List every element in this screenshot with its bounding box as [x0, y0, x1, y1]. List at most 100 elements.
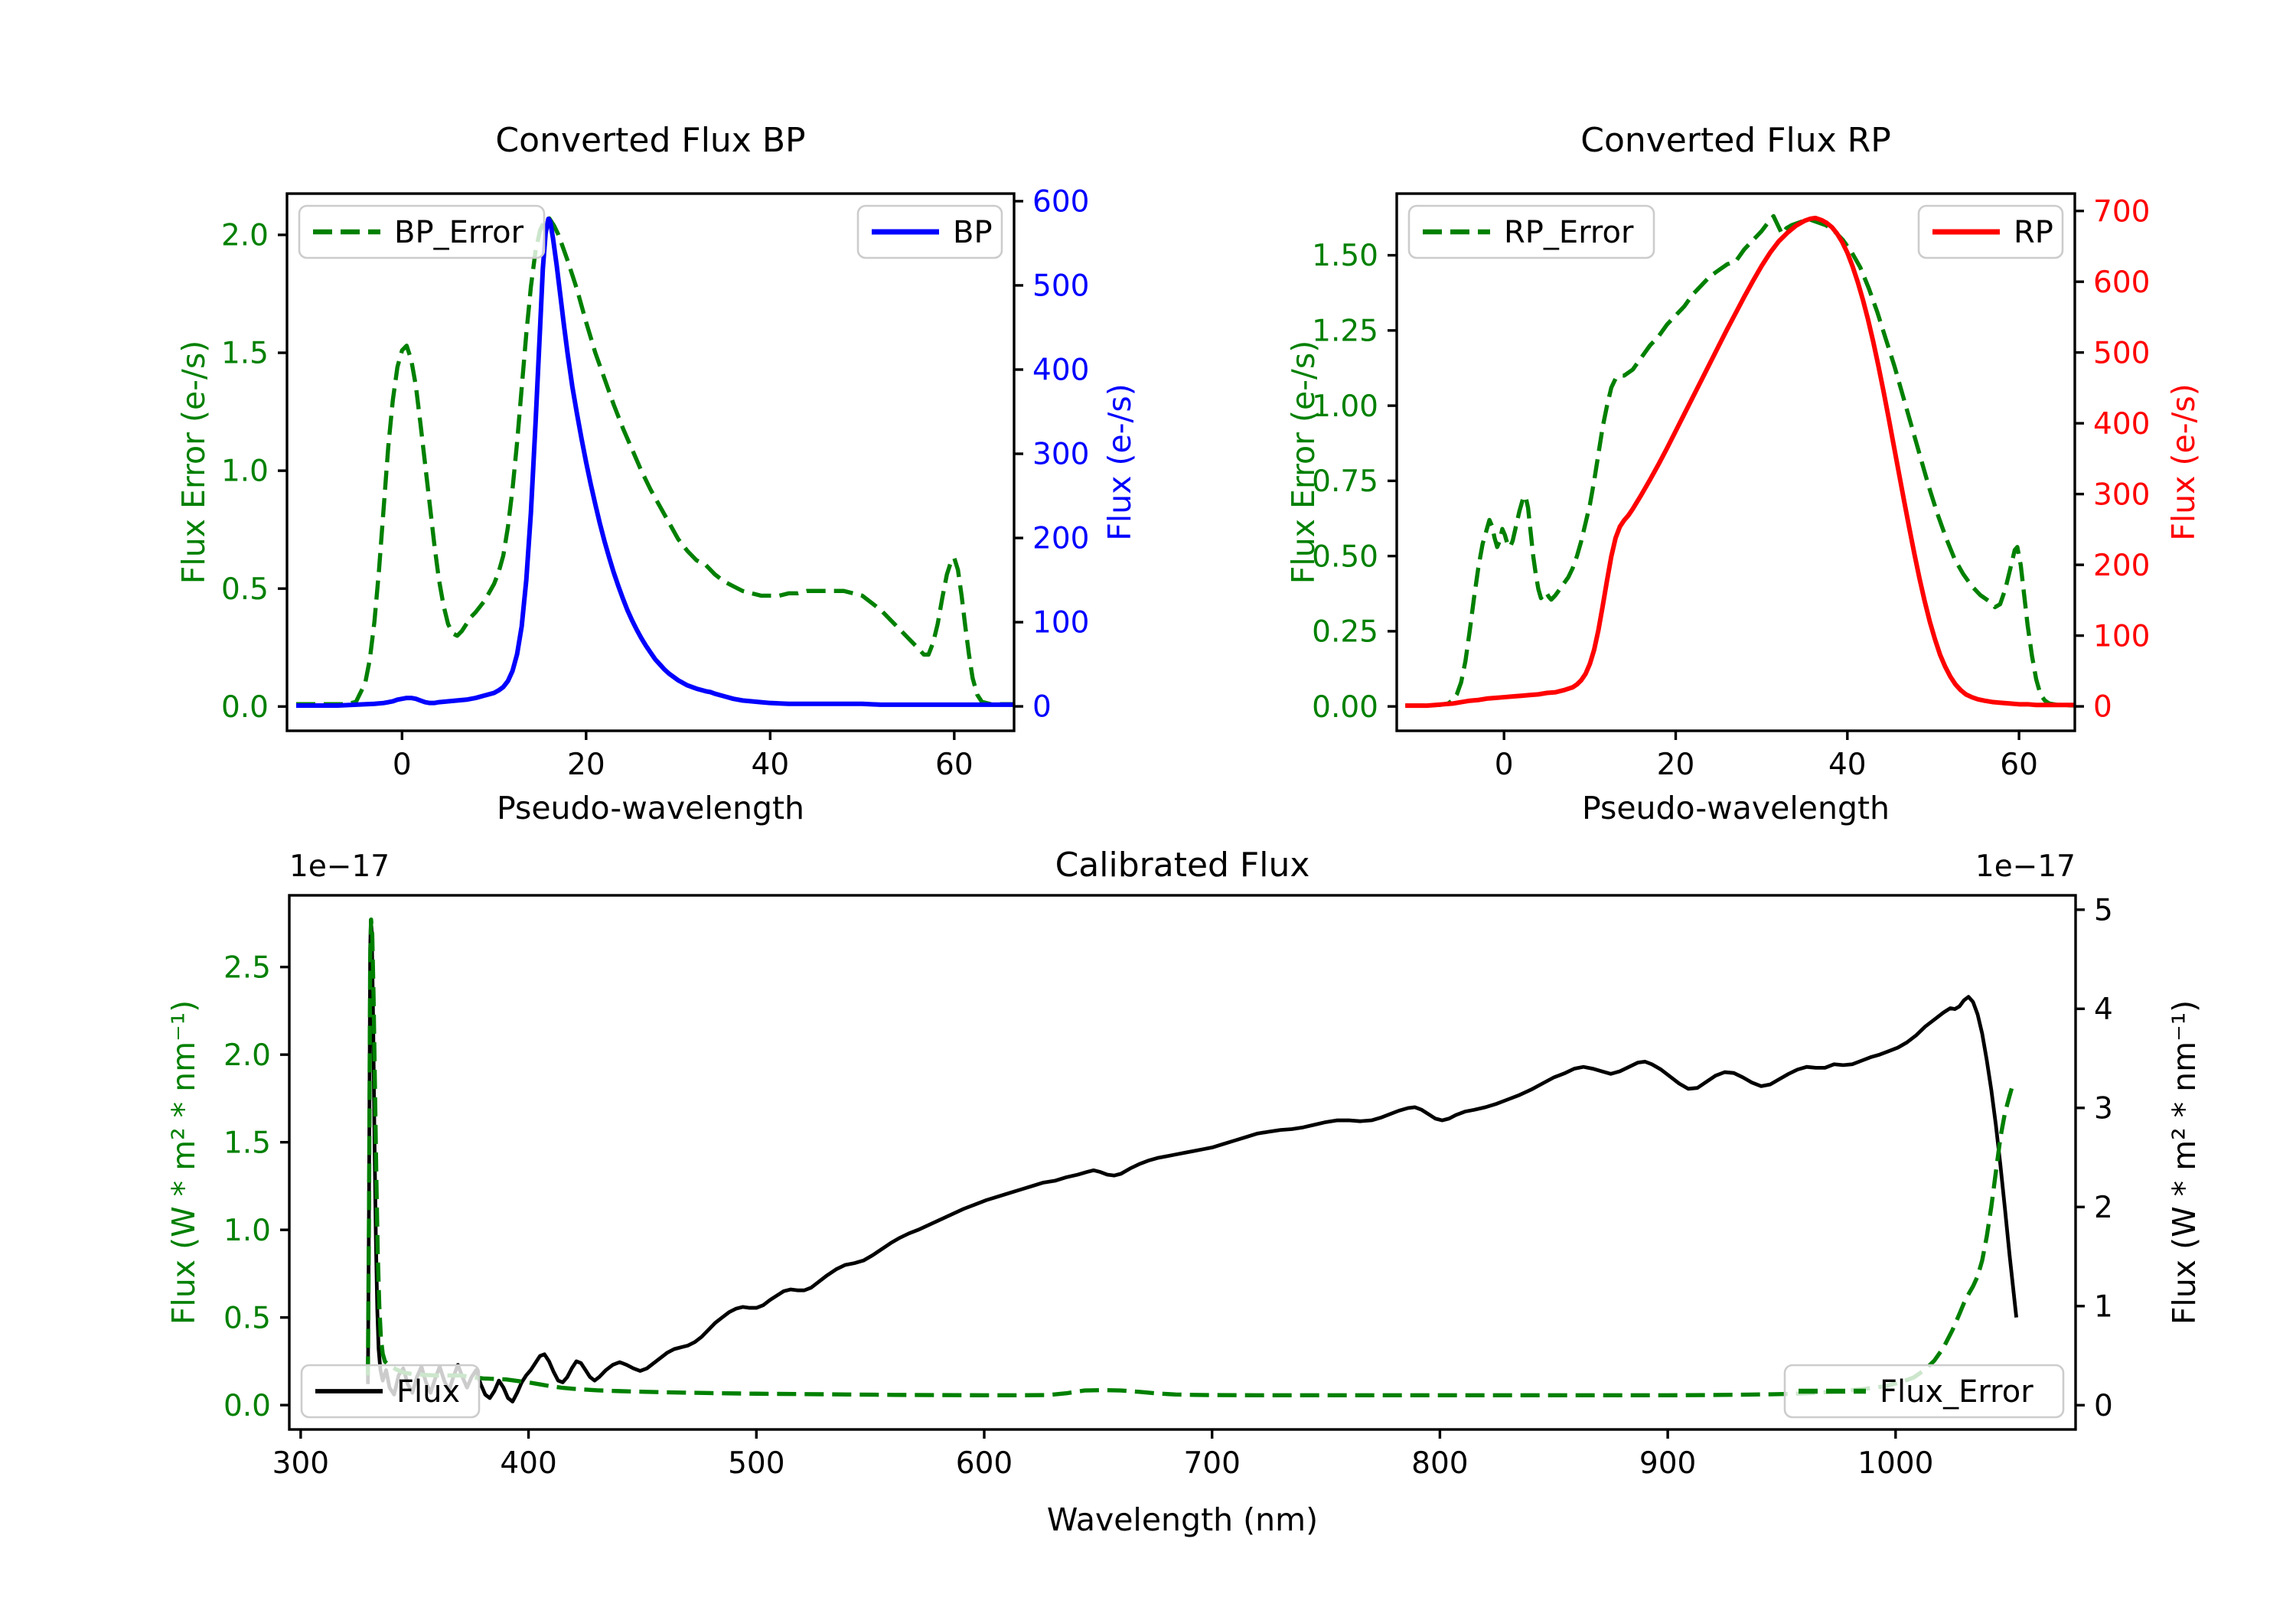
- rp-error-line: [1405, 214, 2074, 708]
- cal-x-tick-label: 600: [956, 1446, 1013, 1481]
- cal-left-tick-label: 2.5: [223, 950, 271, 985]
- cal-x-tick-label: 300: [272, 1446, 329, 1481]
- rp-error-legend: RP_Error: [1407, 204, 1655, 259]
- cal-right-tick-label: 5: [2094, 893, 2113, 927]
- bp-x-tick-label: 60: [935, 748, 974, 782]
- bp-error-legend: BP_Error: [298, 204, 546, 259]
- bp-legend-label: BP: [953, 215, 993, 250]
- flux-legend: Flux: [300, 1364, 481, 1419]
- rp-title: Converted Flux RP: [1580, 121, 1891, 160]
- rp-right-tick-label: 600: [2093, 266, 2150, 300]
- cal-right-tick-label: 3: [2094, 1091, 2113, 1126]
- rp-line: [1405, 215, 2074, 709]
- cal-right-tick-label: 0: [2094, 1389, 2113, 1423]
- bp-x-tick-label: 0: [393, 748, 412, 782]
- cal-left-tick-label: 0.0: [223, 1389, 271, 1423]
- rp-x-tick-label: 40: [1828, 748, 1867, 782]
- bp-axes-frame: [285, 192, 1016, 732]
- subplot-bp: 0 20 40 60 Pseudo-wavelength 0.0 0.5 1.0 1.5 2.0 F…: [175, 121, 1138, 826]
- bp-x-tick-label: 20: [567, 748, 605, 782]
- rp-legend: RP: [1917, 204, 2064, 259]
- flux-error-line: [366, 918, 2014, 1398]
- cal-series: [366, 918, 2018, 1403]
- rp-right-tick-label: 700: [2093, 194, 2150, 229]
- rp-right-tick-label: 500: [2093, 336, 2150, 370]
- rp-error-legend-label: RP_Error: [1504, 215, 1634, 250]
- rp-left-tick-label: 1.00: [1312, 390, 1378, 424]
- bp-right-tick-label: 0: [1032, 690, 1052, 725]
- flux-line: [366, 918, 2018, 1403]
- bp-line: [296, 217, 1013, 708]
- rp-right-tick-label: 0: [2093, 690, 2112, 725]
- bp-left-tick-label: 1.5: [221, 337, 269, 371]
- cal-left-axis: 0.0 0.5 1.0 1.5 2.0 2.5 Flux (W * m² * nm⁻¹): [165, 950, 289, 1423]
- rp-x-tick-label: 0: [1495, 748, 1514, 782]
- cal-right-axis: 0 1 2 3 4 5 Flux (W * m² * nm⁻¹): [2076, 893, 2203, 1423]
- rp-axes-frame: [1395, 192, 2076, 732]
- cal-axes-frame: [288, 894, 2077, 1431]
- bp-legend: BP: [856, 204, 1003, 259]
- rp-left-tick-label: 1.50: [1312, 239, 1378, 273]
- bp-right-tick-label: 300: [1032, 438, 1089, 472]
- bp-error-line: [296, 216, 1013, 706]
- cal-right-axis-label: Flux (W * m² * nm⁻¹): [2166, 1000, 2203, 1325]
- bp-title: Converted Flux BP: [495, 121, 805, 160]
- bp-series: [296, 216, 1013, 708]
- rp-left-tick-label: 0.25: [1312, 615, 1378, 650]
- rp-right-tick-label: 300: [2093, 478, 2150, 512]
- rp-left-tick-label: 1.25: [1312, 314, 1378, 348]
- bp-right-tick-label: 400: [1032, 354, 1089, 388]
- cal-left-tick-label: 1.5: [223, 1126, 271, 1160]
- subplot-cal: 300 400 500 600 700 800 900 1000 Wavelength (nm)…: [165, 846, 2203, 1538]
- cal-left-tick-label: 1.0: [223, 1214, 271, 1248]
- bp-left-axis-label: Flux Error (e-/s): [175, 341, 212, 584]
- bp-left-tick-label: 2.0: [221, 219, 269, 253]
- cal-x-axis: 300 400 500 600 700 800 900 1000 Wavelength (nm): [272, 1429, 1933, 1538]
- bp-error-legend-label: BP_Error: [394, 215, 524, 250]
- cal-right-tick-label: 1: [2094, 1289, 2113, 1324]
- flux-legend-label: Flux: [396, 1374, 460, 1410]
- cal-x-axis-label: Wavelength (nm): [1047, 1501, 1318, 1538]
- cal-x-tick-label: 500: [728, 1446, 784, 1481]
- rp-left-tick-label: 0.00: [1312, 690, 1378, 725]
- cal-x-tick-label: 900: [1639, 1446, 1696, 1481]
- rp-left-tick-label: 0.50: [1312, 539, 1378, 574]
- bp-right-tick-label: 200: [1032, 522, 1089, 556]
- rp-x-axis-label: Pseudo-wavelength: [1582, 790, 1890, 826]
- bp-left-tick-label: 0.0: [221, 690, 269, 725]
- cal-x-tick-label: 1000: [1857, 1446, 1933, 1481]
- cal-title: Calibrated Flux: [1055, 846, 1310, 885]
- rp-left-axis-label: Flux Error (e-/s): [1285, 341, 1322, 584]
- flux-error-legend-label: Flux_Error: [1880, 1374, 2033, 1410]
- rp-right-tick-label: 100: [2093, 619, 2150, 654]
- cal-left-tick-label: 0.5: [223, 1301, 271, 1335]
- bp-right-axis: 0 100 200 300 400 500 600 Flux (e-/s): [1014, 185, 1138, 725]
- bp-left-axis: 0.0 0.5 1.0 1.5 2.0 Flux Error (e-/s): [175, 219, 287, 725]
- rp-x-axis: 0 20 40 60 Pseudo-wavelength: [1495, 731, 2038, 826]
- cal-right-tick-label: 2: [2094, 1191, 2113, 1225]
- rp-series: [1405, 214, 2074, 709]
- bp-left-tick-label: 0.5: [221, 572, 269, 607]
- bp-left-tick-label: 1.0: [221, 455, 269, 489]
- flux-error-legend: Flux_Error: [1783, 1364, 2065, 1419]
- rp-left-axis: 0.00 0.25 0.50 0.75 1.00 1.25 1.50 Flux Error (…: [1285, 239, 1397, 725]
- bp-x-tick-label: 40: [752, 748, 790, 782]
- rp-right-axis-label: Flux (e-/s): [2165, 383, 2202, 540]
- bp-right-tick-label: 600: [1032, 185, 1089, 220]
- subplot-rp: 0 20 40 60 Pseudo-wavelength 0.00 0.25 0.50 0.75…: [1285, 121, 2202, 826]
- cal-right-tick-label: 4: [2094, 993, 2113, 1027]
- cal-left-offset-text: 1e−17: [289, 849, 390, 884]
- bp-right-axis-label: Flux (e-/s): [1101, 383, 1138, 540]
- cal-x-tick-label: 700: [1183, 1446, 1240, 1481]
- cal-left-axis-label: Flux (W * m² * nm⁻¹): [165, 1000, 202, 1325]
- bp-right-tick-label: 100: [1032, 606, 1089, 641]
- bp-x-axis: 0 20 40 60 Pseudo-wavelength: [393, 731, 974, 826]
- rp-x-tick-label: 20: [1657, 748, 1695, 782]
- cal-right-offset-text: 1e−17: [1975, 849, 2076, 884]
- rp-left-tick-label: 0.75: [1312, 464, 1378, 499]
- bp-x-axis-label: Pseudo-wavelength: [497, 790, 804, 826]
- cal-x-tick-label: 800: [1411, 1446, 1468, 1481]
- rp-right-axis: 0 100 200 300 400 500 600 700 Flux (e-/s): [2075, 194, 2202, 725]
